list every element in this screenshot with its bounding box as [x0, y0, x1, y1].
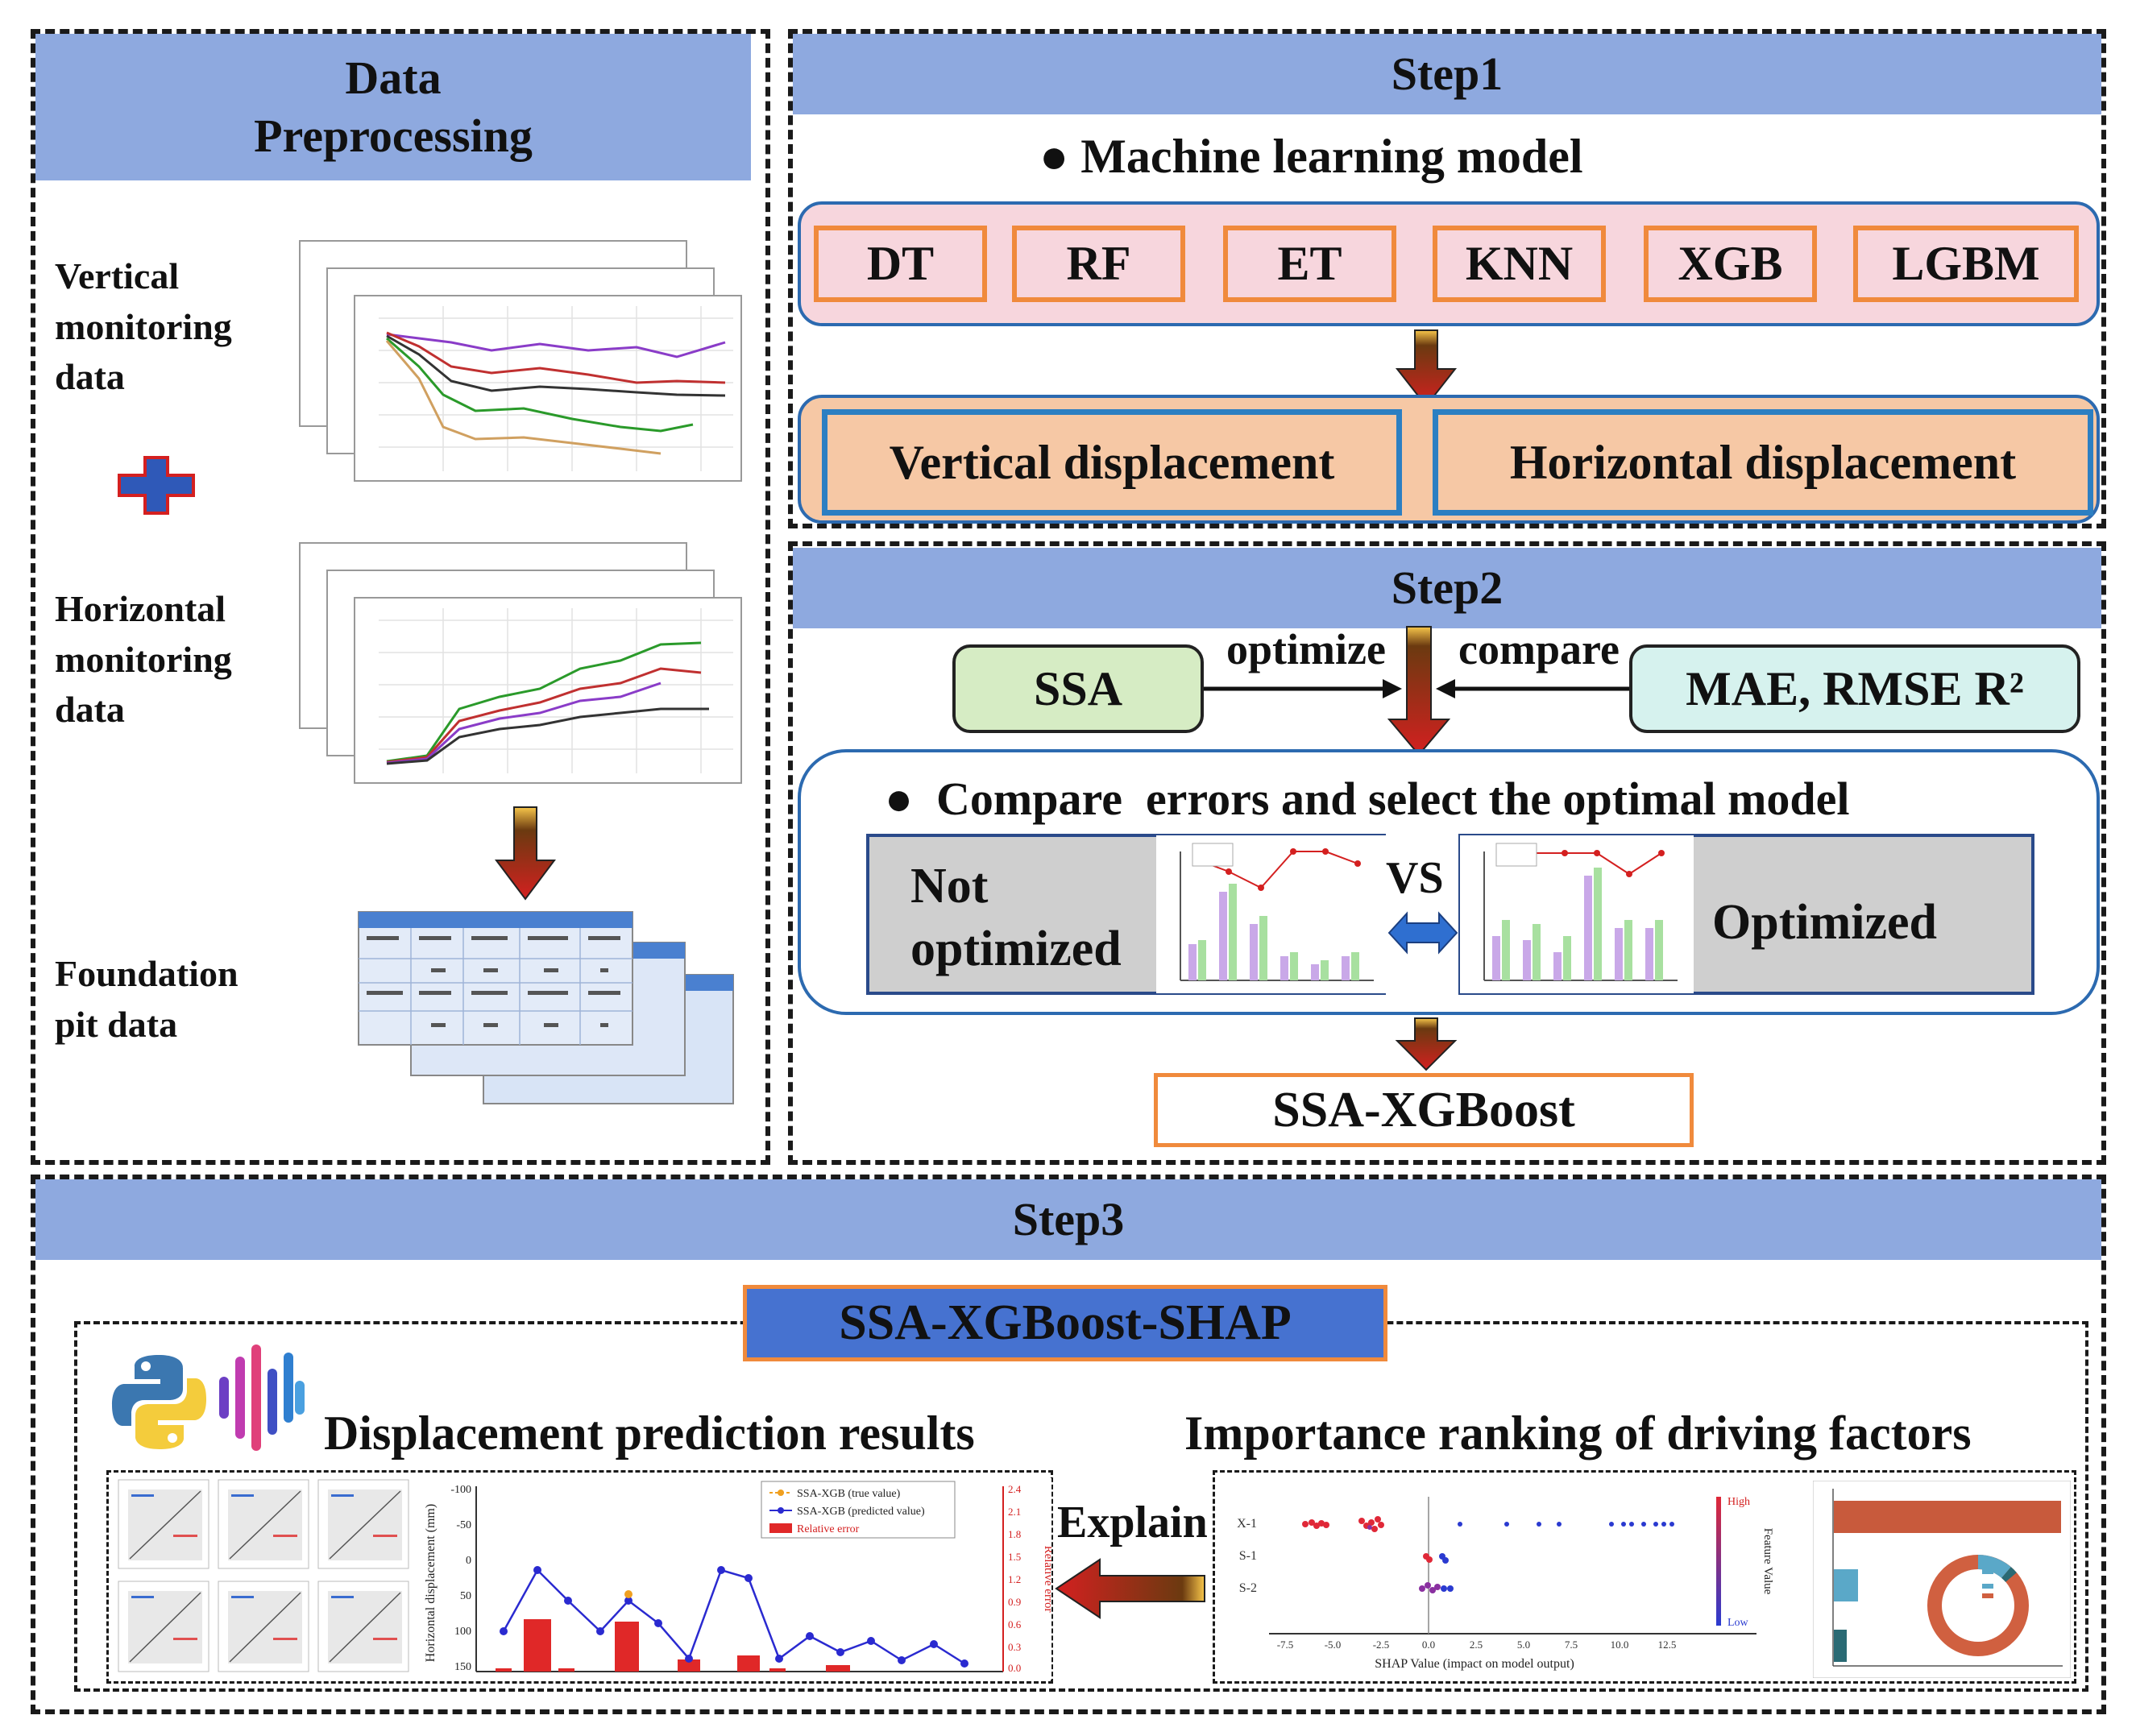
not-optimized-chart — [1156, 835, 1386, 993]
y2tick: 0.9 — [1008, 1596, 1021, 1608]
shap-summary-chart: X-1 S-1 S-2 -7.5 -5.0 -2.5 0.0 2.5 5.0 7… — [1225, 1481, 1789, 1678]
step2-down-arrow — [1395, 1017, 1458, 1071]
horizontal-displacement-box: Horizontal displacement — [1433, 409, 2093, 516]
step1-bullet: ● Machine learning model — [1039, 129, 1583, 184]
step1-panel — [788, 29, 2106, 528]
colorbar-label: Feature Value — [1761, 1528, 1774, 1595]
ytick: 150 — [454, 1661, 471, 1673]
y2tick: 0.0 — [1008, 1662, 1021, 1674]
compare-bullet: ● Compare errors and select the optimal … — [885, 772, 1850, 826]
feature-s2: S-2 — [1239, 1581, 1257, 1595]
importance-frame — [1213, 1470, 2076, 1684]
xtick: 7.5 — [1565, 1639, 1578, 1651]
ytick: 100 — [454, 1626, 471, 1638]
xtick: 10.0 — [1611, 1639, 1629, 1651]
importance-bar-chart — [1813, 1481, 2071, 1678]
vs-label: VS — [1386, 853, 1444, 903]
xtick: 2.5 — [1470, 1639, 1483, 1651]
model-knn: KNN — [1433, 226, 1606, 302]
prediction-results-frame — [106, 1470, 1053, 1684]
foundation-pit-label: Foundation pit data — [55, 953, 238, 1045]
optimized-chart — [1460, 835, 1694, 993]
not-optimized-label: Not optimized — [910, 859, 1122, 976]
step2-title: Step2 — [793, 548, 2101, 628]
xtick: 12.5 — [1658, 1639, 1677, 1651]
legend-true-value: SSA-XGB (true value) — [797, 1488, 901, 1500]
vertical-monitoring-label: Vertical monitoring data — [55, 255, 232, 398]
y2tick: 1.2 — [1008, 1573, 1021, 1585]
xtick: 0.0 — [1422, 1639, 1435, 1651]
preprocessing-panel — [31, 29, 770, 1165]
step2-flow-arrows — [1204, 626, 1629, 756]
preprocessing-title: Data Preprocessing — [35, 34, 751, 180]
xtick: -7.5 — [1277, 1639, 1294, 1651]
ssa-box: SSA — [952, 644, 1204, 733]
y2tick: 0.3 — [1008, 1641, 1021, 1653]
preprocessing-down-arrow — [495, 806, 556, 901]
shap-xlabel: SHAP Value (impact on model output) — [1375, 1657, 1574, 1671]
ytick: 0 — [466, 1555, 471, 1567]
xtick: -5.0 — [1325, 1639, 1342, 1651]
optimize-label: optimize — [1226, 625, 1386, 673]
legend-relative-error: Relative error — [797, 1523, 860, 1535]
y2tick: 1.5 — [1008, 1551, 1021, 1563]
y2tick: 2.1 — [1008, 1506, 1021, 1518]
colorbar-low: Low — [1727, 1617, 1749, 1629]
vertical-monitoring-charts — [299, 240, 742, 482]
vertical-displacement-box: Vertical displacement — [822, 409, 1402, 516]
y2tick: 1.8 — [1008, 1528, 1021, 1540]
model-dt: DT — [814, 226, 987, 302]
compare-label: compare — [1458, 625, 1620, 673]
step1-title: Step1 — [793, 34, 2101, 114]
optimized-label: Optimized — [1712, 895, 1937, 950]
y2tick: 0.6 — [1008, 1618, 1022, 1630]
model-xgb: XGB — [1644, 226, 1817, 302]
xtick: -2.5 — [1373, 1639, 1390, 1651]
ytick: -100 — [450, 1484, 471, 1496]
plus-icon — [118, 456, 195, 515]
step3-panel — [31, 1175, 2106, 1714]
metrics-box: MAE, RMSE R² — [1629, 644, 2080, 733]
model-et: ET — [1223, 226, 1396, 302]
python-logo-icon — [112, 1355, 206, 1449]
horizontal-monitoring-charts — [299, 542, 742, 784]
prediction-chart: Horizontal displacement (mm) -100 -50 0 … — [423, 1478, 1051, 1680]
ssa-xgboost-box: SSA-XGBoost — [1154, 1073, 1694, 1147]
step3-title: Step3 — [35, 1179, 2101, 1260]
ytick: -50 — [456, 1519, 471, 1531]
colorbar-high: High — [1727, 1496, 1750, 1508]
feature-s1: S-1 — [1239, 1549, 1257, 1563]
compare-bullet-text: Compare errors and select the optimal mo… — [936, 773, 1850, 825]
prediction-scatter-grid — [118, 1479, 409, 1672]
importance-ranking-heading: Importance ranking of driving factors — [1184, 1407, 1972, 1460]
bullet-dot: ● — [1039, 130, 1081, 183]
foundation-pit-tables — [358, 911, 734, 1104]
y2tick: 2.4 — [1008, 1483, 1022, 1495]
framework-title: SSA-XGBoost-SHAP — [743, 1285, 1387, 1361]
model-lgbm: LGBM — [1853, 226, 2079, 302]
bullet-dot: ● — [885, 773, 937, 825]
seaborn-logo-icon — [219, 1344, 305, 1451]
pred-ylabel2: Relative error — [1042, 1546, 1051, 1613]
prediction-results-heading: Displacement prediction results — [324, 1407, 975, 1460]
ytick: 50 — [460, 1590, 471, 1602]
step1-down-arrow — [1395, 329, 1458, 408]
horizontal-monitoring-label: Horizontal monitoring data — [55, 588, 232, 731]
model-rf: RF — [1012, 226, 1185, 302]
feature-x1: X-1 — [1237, 1517, 1257, 1531]
explain-label: Explain — [1057, 1498, 1208, 1547]
step2-panel — [788, 541, 2106, 1165]
xtick: 5.0 — [1517, 1639, 1530, 1651]
double-arrow-icon — [1387, 911, 1458, 955]
pred-ylabel: Horizontal displacement (mm) — [424, 1504, 438, 1662]
legend-predicted-value: SSA-XGB (predicted value) — [797, 1506, 925, 1518]
step1-bullet-text: Machine learning model — [1080, 130, 1583, 183]
explain-arrow — [1055, 1558, 1205, 1619]
